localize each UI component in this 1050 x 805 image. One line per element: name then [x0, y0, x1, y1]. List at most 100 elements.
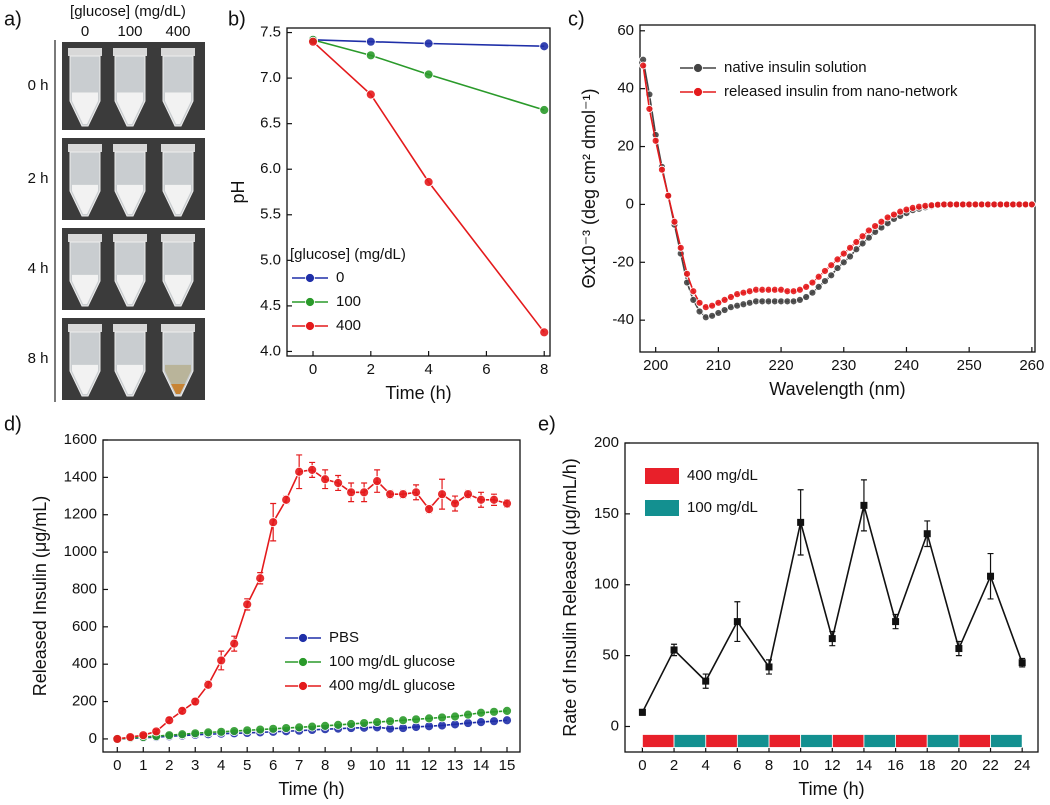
marker [858, 232, 867, 241]
marker [814, 282, 823, 291]
y-tick-label: 50 [602, 647, 619, 664]
legend-label: 400 mg/dL glucose [329, 677, 455, 694]
marker [398, 489, 408, 500]
y-tick-label: 800 [72, 580, 97, 597]
marker [112, 734, 123, 744]
period-band [958, 734, 991, 748]
marker [411, 487, 421, 498]
legend-label: released insulin from nano-network [724, 83, 958, 100]
tube-content [165, 364, 191, 394]
panel-label: d) [4, 413, 22, 435]
marker [502, 498, 512, 509]
x-axis-title: Time (h) [798, 779, 864, 799]
panel-label: b) [228, 8, 246, 30]
marker [828, 635, 836, 643]
marker [476, 494, 486, 505]
marker [365, 36, 376, 47]
y-tick-label: 0 [611, 717, 619, 734]
y-tick-label: 400 [72, 655, 97, 672]
marker [489, 494, 499, 505]
x-tick-label: 210 [706, 357, 731, 374]
marker [437, 712, 447, 723]
legend-label: PBS [329, 629, 359, 646]
marker [372, 717, 383, 728]
x-tick-label: 3 [191, 757, 199, 774]
marker [423, 38, 434, 49]
panel-label: e) [538, 413, 556, 435]
y-tick-label: -40 [612, 311, 634, 328]
period-band [800, 734, 833, 748]
tube-content [72, 274, 98, 304]
marker [745, 298, 754, 307]
x-tick-label: 20 [951, 757, 968, 774]
tube-cap [161, 324, 195, 332]
marker [727, 303, 735, 312]
marker [125, 732, 136, 742]
legend-marker [298, 657, 308, 667]
marker [670, 646, 678, 654]
marker [424, 504, 434, 515]
period-band [990, 734, 1023, 748]
x-tick-label: 2 [367, 361, 375, 378]
marker [658, 165, 666, 174]
tube-content [117, 184, 143, 214]
marker [190, 728, 201, 739]
x-tick-label: 12 [824, 757, 841, 774]
x-axis-title: Time (h) [278, 779, 344, 799]
marker [795, 285, 804, 294]
marker [229, 638, 240, 649]
legend-label: 400 mg/dL [687, 467, 758, 484]
y-axis-title: Θx10⁻³ (deg cm² dmol⁻¹) [579, 88, 599, 288]
marker [839, 258, 848, 267]
marker [708, 301, 717, 310]
marker [638, 708, 646, 716]
marker [539, 41, 550, 52]
marker [539, 327, 550, 338]
tube-cap [68, 324, 102, 332]
series-line [312, 41, 545, 333]
tube-cap [113, 144, 147, 152]
row-label: 8 h [28, 350, 49, 367]
marker [463, 718, 473, 728]
marker [864, 233, 873, 242]
marker [892, 618, 900, 626]
period-band [831, 734, 865, 748]
x-tick-label: 5 [243, 757, 251, 774]
marker [1027, 200, 1036, 209]
y-axis-title: pH [228, 180, 248, 203]
marker [268, 723, 279, 734]
tube-content [165, 184, 191, 214]
x-tick-label: 0 [113, 757, 121, 774]
tube-content [117, 92, 143, 124]
marker [777, 285, 785, 294]
legend-label: 100 [336, 293, 361, 310]
legend-marker [305, 297, 315, 307]
marker [683, 269, 691, 278]
marker [689, 296, 698, 304]
marker [733, 290, 742, 299]
x-tick-label: 22 [982, 757, 999, 774]
marker [871, 222, 880, 231]
period-band [642, 734, 675, 748]
tube-content [165, 92, 191, 124]
y-axis-title: Rate of Insulin Released (μg/mL/h) [560, 458, 580, 737]
marker [359, 487, 370, 498]
marker [852, 238, 861, 246]
x-tick-label: 10 [369, 757, 386, 774]
x-tick-label: 6 [269, 757, 277, 774]
y-tick-label: 1600 [64, 431, 97, 448]
marker [701, 303, 710, 312]
legend-label: 400 [336, 317, 361, 334]
marker [539, 105, 550, 115]
legend-label: native insulin solution [724, 59, 867, 76]
y-tick-label: 20 [617, 138, 634, 155]
marker [987, 572, 995, 580]
marker [858, 239, 867, 248]
marker [450, 498, 460, 509]
plot-frame [639, 24, 1036, 353]
marker [789, 287, 798, 296]
x-tick-label: 13 [447, 757, 464, 774]
y-tick-label: 4.5 [260, 297, 281, 314]
marker [877, 217, 886, 226]
